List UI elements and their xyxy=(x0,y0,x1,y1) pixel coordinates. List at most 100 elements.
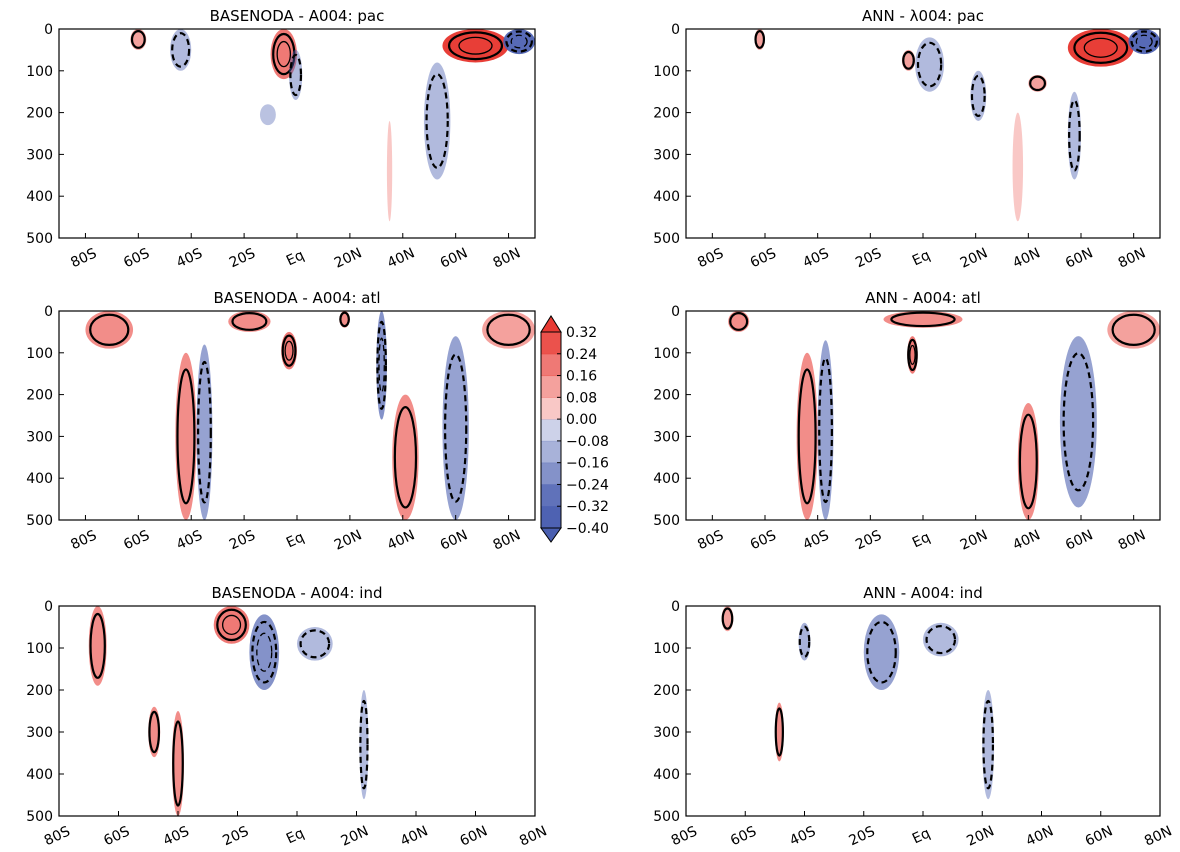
y-tick-label: 0 xyxy=(44,22,53,38)
colorbar-extend-min xyxy=(540,527,562,543)
y-tick-label: 100 xyxy=(26,641,53,657)
x-tick-label: 60N xyxy=(1083,823,1115,849)
colorbar-tick-label: 0.32 xyxy=(566,325,597,341)
negative-contour xyxy=(251,620,278,684)
positive-contour xyxy=(393,406,418,509)
positive-contour xyxy=(1018,413,1038,510)
negative-contour xyxy=(425,73,449,169)
x-tick-label: 40N xyxy=(1024,823,1056,849)
y-tick-label: 0 xyxy=(44,599,53,615)
x-tick-label: 40S xyxy=(787,823,818,849)
x-tick-label: 60N xyxy=(438,245,470,271)
colorbar-tick-label: 0.00 xyxy=(566,412,597,428)
positive-contour xyxy=(221,614,242,636)
colorbar-segment xyxy=(541,332,561,355)
y-tick-label: 100 xyxy=(26,64,53,80)
y-tick-label: 300 xyxy=(26,725,53,741)
colorbar-segment xyxy=(541,484,561,507)
anomaly-patch xyxy=(249,614,280,690)
negative-contour xyxy=(866,620,897,684)
anomaly-patch xyxy=(442,336,469,520)
negative-contour xyxy=(289,53,303,97)
y-tick-label: 500 xyxy=(26,809,53,825)
y-tick-label: 0 xyxy=(671,22,680,38)
x-tick-label: 80N xyxy=(491,527,523,553)
x-tick-label: Eq xyxy=(910,247,933,269)
negative-contour xyxy=(1135,34,1153,49)
x-tick-label: 80S xyxy=(42,823,73,849)
negative-contour xyxy=(376,320,387,410)
x-tick-label: 20N xyxy=(964,823,996,849)
x-tick-label: 80N xyxy=(1142,823,1174,849)
anomaly-patch xyxy=(796,352,818,520)
anomaly-patch xyxy=(503,29,535,55)
x-tick-label: 80S xyxy=(68,527,99,553)
colorbar-segment xyxy=(541,353,561,377)
x-tick-label: 20S xyxy=(853,245,884,271)
plot-area xyxy=(686,606,1160,816)
negative-contour xyxy=(256,632,273,672)
x-tick-label: 20S xyxy=(847,823,878,849)
anomaly-patch xyxy=(442,29,509,63)
anomaly-patch xyxy=(1017,402,1039,520)
x-tick-label: 60N xyxy=(1063,245,1095,271)
x-tick-label: 80N xyxy=(1116,527,1148,553)
y-tick-label: 400 xyxy=(26,471,53,487)
negative-contour xyxy=(299,629,331,659)
negative-contour xyxy=(510,34,528,49)
positive-contour xyxy=(89,313,130,346)
positive-contour xyxy=(902,50,915,70)
x-tick-label: Eq xyxy=(284,825,307,847)
x-tick-label: Eq xyxy=(910,529,933,551)
positive-contour xyxy=(1083,37,1118,58)
colorbar-tick-label: −0.24 xyxy=(566,477,609,493)
negative-contour xyxy=(916,41,943,88)
y-tick-label: 0 xyxy=(671,599,680,615)
x-tick-label: 60N xyxy=(438,527,470,553)
x-tick-label: 60S xyxy=(728,823,759,849)
positive-contour xyxy=(339,311,350,328)
anomaly-patch xyxy=(423,62,451,180)
positive-contour xyxy=(272,32,296,76)
x-tick-label: 80N xyxy=(491,245,523,271)
x-tick-label: 20N xyxy=(339,823,371,849)
x-tick-label: 20N xyxy=(332,527,364,553)
x-tick-label: 40S xyxy=(174,527,205,553)
positive-contour xyxy=(231,311,268,331)
y-tick-label: 200 xyxy=(26,388,53,404)
y-tick-label: 400 xyxy=(26,767,53,783)
y-tick-label: 500 xyxy=(26,513,53,529)
x-tick-label: Eq xyxy=(284,247,307,269)
colorbar-tick-label: 0.08 xyxy=(566,390,597,406)
anomaly-patch xyxy=(228,311,271,332)
panel-4: ANN - A004: atl 0 100 200 300 400 500 80S 60S 40S… xyxy=(653,289,1161,554)
plot-area xyxy=(59,606,535,816)
x-tick-label: 20S xyxy=(227,527,258,553)
negative-contour xyxy=(1062,352,1095,492)
positive-contour xyxy=(754,29,766,49)
panel-3: BASENODA - A004: atl 0 100 200 300 400 500 80S 6… xyxy=(26,289,536,554)
y-tick-label: 100 xyxy=(653,64,680,80)
negative-contour xyxy=(982,699,995,790)
positive-contour xyxy=(284,340,294,361)
y-tick-label: 300 xyxy=(653,429,680,445)
y-tick-label: 200 xyxy=(653,106,680,122)
x-tick-label: 60S xyxy=(121,245,152,271)
panel-title: BASENODA - A004: ind xyxy=(212,584,383,602)
anomaly-patch xyxy=(1107,311,1160,349)
x-tick-label: 80S xyxy=(695,245,726,271)
x-tick-label: 80S xyxy=(695,527,726,553)
positive-contour xyxy=(172,720,184,807)
x-tick-label: 80N xyxy=(517,823,549,849)
positive-contour xyxy=(486,313,531,346)
panel-title: ANN - A004: atl xyxy=(865,289,981,307)
positive-contour xyxy=(797,368,817,505)
colorbar-segment xyxy=(541,506,561,529)
panel-1: BASENODA - A004: pac 0 100 200 300 400 500 80S 6… xyxy=(26,7,536,272)
colorbar-tick-label: −0.32 xyxy=(566,499,609,515)
negative-contour xyxy=(196,360,212,504)
x-tick-label: Eq xyxy=(284,529,307,551)
positive-contour xyxy=(276,40,292,68)
y-tick-label: 200 xyxy=(653,683,680,699)
